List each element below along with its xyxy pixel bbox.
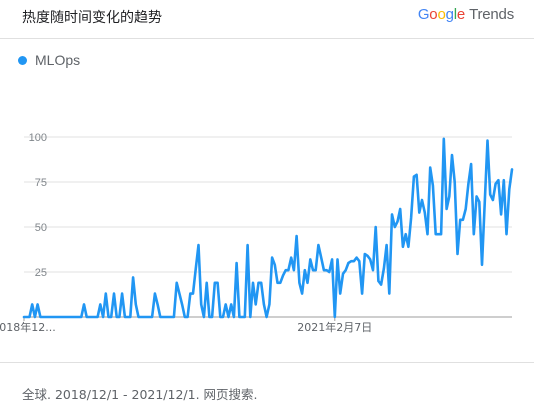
legend-dot-icon xyxy=(18,55,27,65)
y-tick-label: 50 xyxy=(35,222,47,234)
y-tick-label: 100 xyxy=(29,132,47,144)
footer-divider xyxy=(0,362,534,363)
header: 热度随时间变化的趋势 Google Trends xyxy=(0,0,534,39)
google-letter: l xyxy=(453,6,457,23)
legend-label: MLOps xyxy=(35,52,81,68)
google-letter: e xyxy=(456,6,466,23)
y-tick-label: 25 xyxy=(35,267,47,279)
series-line-mlops xyxy=(22,137,514,319)
google-letter: o xyxy=(429,6,438,23)
google-letter: g xyxy=(445,6,454,23)
footer-caption: 全球. 2018/12/1 - 2021/12/1. 网页搜索. xyxy=(22,387,258,402)
google-letter: G xyxy=(417,6,430,23)
google-wordmark: Google xyxy=(418,6,465,23)
chart-title: 热度随时间变化的趋势 xyxy=(22,10,162,26)
legend: MLOps xyxy=(18,52,80,68)
google-letter: o xyxy=(437,6,446,23)
trends-wordmark: Trends xyxy=(469,6,514,23)
x-tick-label: 2018年12... xyxy=(0,320,56,334)
google-trends-logo[interactable]: Google Trends xyxy=(418,6,514,23)
x-tick-label: 2021年2月7日 xyxy=(297,320,372,334)
y-tick-label: 75 xyxy=(35,177,47,189)
